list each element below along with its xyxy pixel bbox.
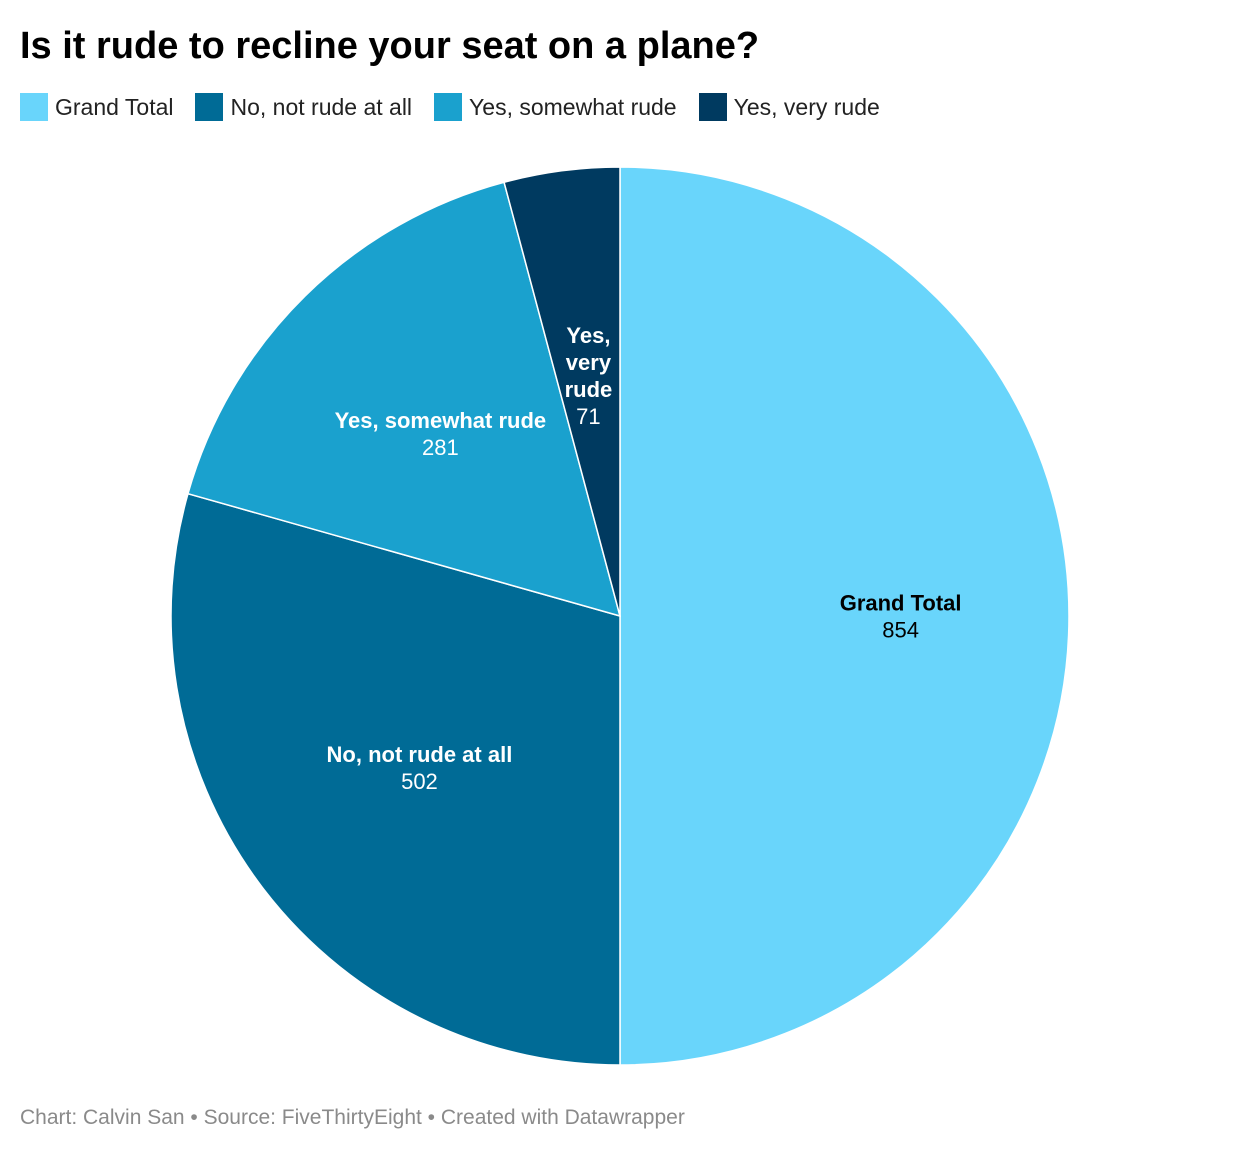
pie-slice <box>170 492 621 1066</box>
legend-label-somewhat-rude: Yes, somewhat rude <box>469 94 677 120</box>
slice-label: Grand Total <box>840 591 962 616</box>
legend-swatch-not-rude <box>195 93 224 121</box>
pie-slice <box>503 166 621 617</box>
legend: Grand Total No, not rude at all Yes, som… <box>20 92 902 122</box>
pie-slice <box>187 181 622 618</box>
legend-label-grand-total: Grand Total <box>55 94 174 120</box>
legend-swatch-somewhat-rude <box>434 93 463 121</box>
slice-label: No, not rude at all <box>327 742 513 767</box>
legend-label-very-rude: Yes, very rude <box>733 94 880 120</box>
slice-value-label: 281 <box>422 435 459 460</box>
slice-label: Yes, <box>566 323 610 348</box>
legend-item-very-rude: Yes, very rude <box>698 92 880 122</box>
legend-item-somewhat-rude: Yes, somewhat rude <box>434 92 677 122</box>
legend-swatch-very-rude <box>698 93 727 121</box>
slice-label: rude <box>565 377 613 402</box>
chart-footer: Chart: Calvin San • Source: FiveThirtyEi… <box>20 1106 685 1129</box>
pie-slices <box>170 166 1070 1066</box>
legend-item-grand-total: Grand Total <box>20 92 173 122</box>
slice-label: Yes, somewhat rude <box>335 408 547 433</box>
slice-label: very <box>566 350 612 375</box>
slice-value-label: 854 <box>882 618 919 643</box>
slice-value-label: 71 <box>576 404 600 429</box>
legend-swatch-grand-total <box>20 93 48 121</box>
chart-title: Is it rude to recline your seat on a pla… <box>20 25 760 67</box>
legend-label-not-rude: No, not rude at all <box>230 94 413 120</box>
slice-value-label: 502 <box>401 769 438 794</box>
pie-slice <box>619 166 1070 1066</box>
legend-item-not-rude: No, not rude at all <box>195 92 412 122</box>
